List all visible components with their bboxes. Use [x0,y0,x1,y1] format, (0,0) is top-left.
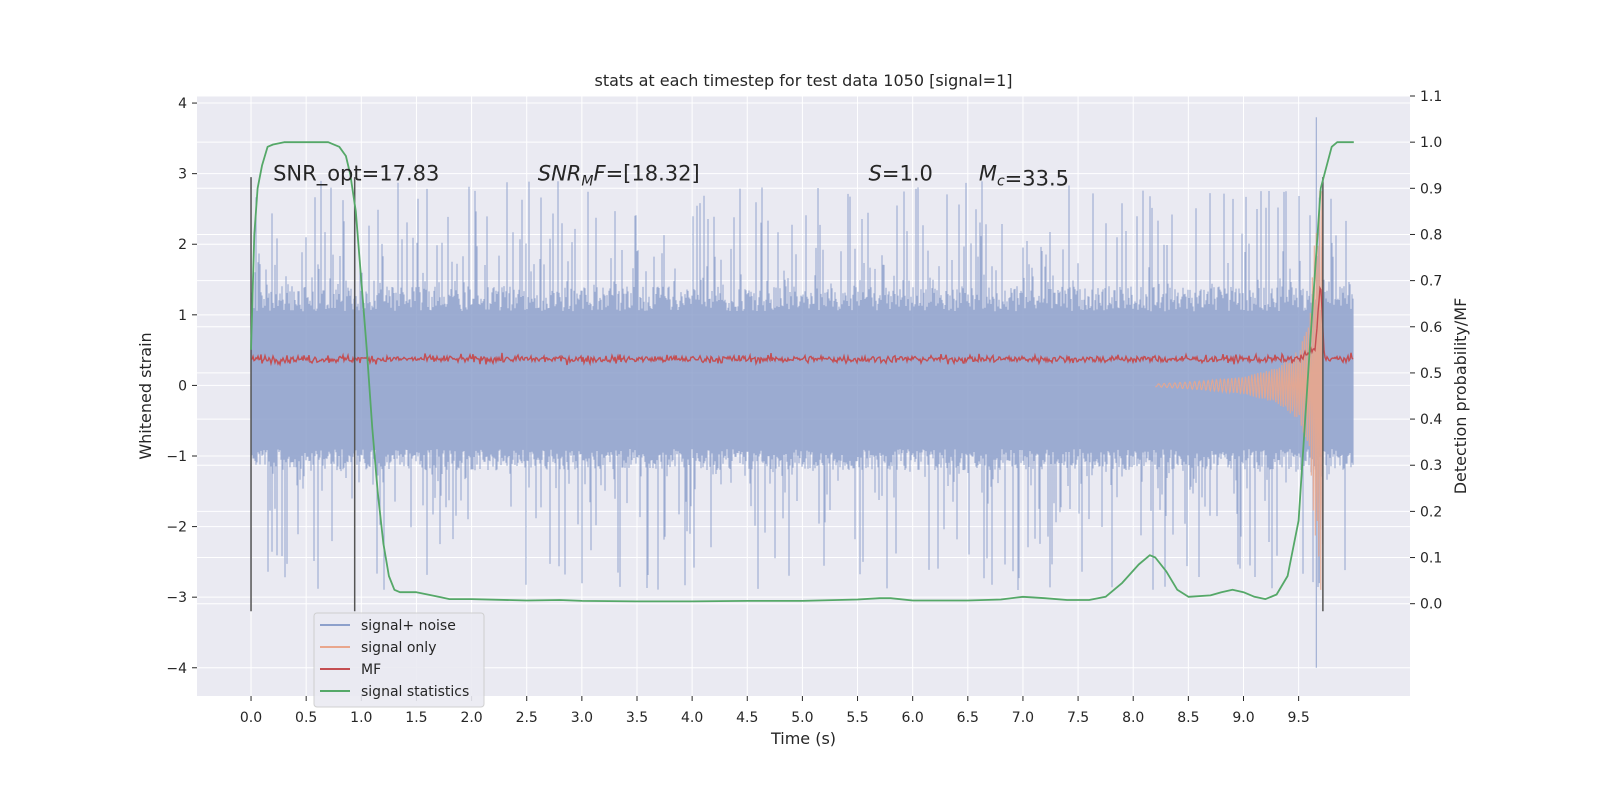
signal-statistics-trace [250,141,1354,603]
y-right-tick-label: 0.3 [1420,458,1442,474]
legend-label: signal+ noise [361,618,456,634]
y-left-tick-label: −2 [166,520,187,536]
y-right-tick-label: 0.2 [1420,504,1442,520]
x-tick-label: 5.5 [846,710,868,726]
legend: signal+ noise signal only MF signal statist… [313,612,485,708]
y-axis-label-left: Whitened strain [136,332,155,459]
x-tick-label: 8.5 [1177,710,1199,726]
y-left-tick-label: 4 [178,96,187,112]
x-tick-label: 9.0 [1232,710,1254,726]
x-tick-label: 3.5 [626,710,648,726]
annotations: SNR_opt=17.83 SNRMF=[18.32] S=1.0 Mc=33.5 [273,162,1069,191]
y-right-tick-label: 1.0 [1420,135,1442,151]
x-tick-label: 5.0 [791,710,813,726]
y-right-tick-label: 0.0 [1420,597,1442,613]
y-left-tick-label: 1 [178,308,187,324]
series-signal-statistics [250,141,1354,603]
y-right-tick-label: 0.8 [1420,227,1442,243]
series-signal-only [1155,190,1324,590]
x-tick-label: 4.0 [681,710,703,726]
x-tick-label: 6.5 [957,710,979,726]
series-mf [250,285,1354,367]
x-tick-label: 7.5 [1067,710,1089,726]
mf-trace [250,285,1354,367]
y-right-tick-label: 0.9 [1420,181,1442,197]
y-left-tick-label: −3 [166,590,187,606]
x-tick-label: 7.0 [1012,710,1034,726]
signal-only-trace [1155,190,1324,590]
x-tick-label: 6.0 [902,710,924,726]
y-right-tick-label: 0.4 [1420,412,1442,428]
x-tick-label: 1.5 [405,710,427,726]
y-left-tick-label: −4 [166,661,187,677]
y-right-tick-label: 1.1 [1420,89,1442,105]
annotation-snr-mf: SNRMF=[18.32] [538,162,700,190]
y-right-tick-label: 0.7 [1420,274,1442,290]
x-tick-label: 9.5 [1287,710,1309,726]
x-tick-label: 0.5 [295,710,317,726]
y-left-tick-label: 3 [178,167,187,183]
annotation-snr-opt: SNR_opt=17.83 [273,162,439,187]
legend-label: signal statistics [361,684,469,700]
x-tick-label: 3.0 [571,710,593,726]
legend-label: MF [361,662,381,678]
x-tick-label: 8.0 [1122,710,1144,726]
axes: 0.0 0.5 1.0 1.5 2.0 2.5 3.0 3.5 4.0 4.5 5.0 5.5 6.0 6… [166,89,1442,726]
annotation-mc-value: Mc=33.5 [979,162,1069,191]
legend-box [313,612,485,708]
x-tick-label: 1.0 [350,710,372,726]
chart-title: stats at each timestep for test data 105… [594,71,1012,90]
y-left-tick-label: 2 [178,237,187,253]
x-tick-label: 2.5 [516,710,538,726]
y-right-tick-label: 0.6 [1420,320,1442,336]
annotation-s-value: S=1.0 [869,162,933,186]
legend-label: signal only [361,640,436,656]
x-tick-label: 4.5 [736,710,758,726]
y-right-tick-label: 0.1 [1420,551,1442,567]
x-axis-label: Time (s) [770,729,836,748]
x-tick-label: 2.0 [460,710,482,726]
y-axis-label-right: Detection probability/MF [1451,298,1470,495]
vertical-lines [250,177,1324,612]
y-left-tick-label: 0 [178,378,187,394]
y-right-tick-label: 0.5 [1420,366,1442,382]
x-tick-label: 0.0 [240,710,262,726]
y-left-tick-label: −1 [166,449,187,465]
